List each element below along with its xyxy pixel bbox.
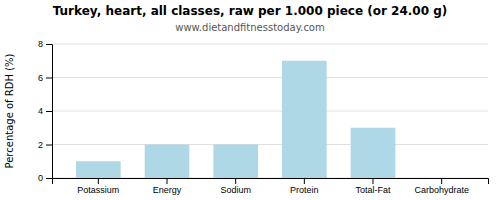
grid-line: [52, 44, 488, 45]
grid: [52, 44, 488, 178]
tick: 8: [38, 39, 52, 49]
tick-label: Protein: [290, 185, 319, 195]
x-axis: Potassium Energy Sodium Protein Total-Fat Car…: [53, 178, 489, 195]
tick: Sodium: [220, 178, 251, 195]
bar: [213, 145, 258, 179]
grid-line: [52, 144, 488, 145]
tick-mark: [304, 178, 305, 184]
tick: Potassium: [77, 178, 119, 195]
tick: 2: [38, 140, 52, 150]
tick: 6: [38, 73, 52, 83]
tick-mark: [441, 178, 442, 184]
tick-label: 4: [38, 106, 43, 116]
tick-mark: [167, 178, 168, 184]
plot: 0 2 4 6 8 Potassium Energy Sodium Protein Total-F…: [38, 39, 489, 195]
bar: [76, 161, 121, 178]
tick-mark: [235, 178, 236, 184]
chart: Turkey, heart, all classes, raw per 1.00…: [0, 0, 500, 200]
y-axis-title: Percentage of RDH (%): [4, 53, 15, 168]
axis-line: [46, 45, 53, 179]
tick: 4: [38, 106, 52, 116]
tick-label: 6: [38, 73, 43, 83]
title: Turkey, heart, all classes, raw per 1.00…: [53, 4, 448, 18]
tick-label: Energy: [153, 185, 182, 195]
bar: [145, 145, 190, 179]
tick-mark: [46, 78, 52, 79]
tick-label: Total-Fat: [355, 185, 391, 195]
tick-label: 2: [38, 140, 43, 150]
subtitle: www.dietandfitnesstoday.com: [175, 22, 324, 33]
tick: Energy: [153, 178, 182, 195]
tick-label: Sodium: [220, 185, 251, 195]
tick: Carbohydrate: [414, 178, 469, 195]
tick-mark: [46, 44, 52, 45]
grid-line: [52, 111, 488, 112]
bars: [76, 61, 395, 178]
tick: Total-Fat: [355, 178, 391, 195]
tick-label: Potassium: [77, 185, 119, 195]
tick: Protein: [290, 178, 319, 195]
tick-mark: [46, 178, 52, 179]
tick-mark: [46, 111, 52, 112]
tick-mark: [46, 145, 52, 146]
y-axis: 0 2 4 6 8: [38, 39, 53, 183]
tick-mark: [98, 178, 99, 184]
axis-line: [53, 179, 489, 185]
tick-label: Carbohydrate: [414, 185, 469, 195]
bar: [282, 61, 327, 178]
grid-line: [52, 77, 488, 78]
bar: [419, 178, 464, 179]
bar: [351, 128, 396, 178]
tick-label: 8: [38, 39, 43, 49]
tick: 0: [38, 173, 52, 183]
tick-mark: [372, 178, 373, 184]
tick-label: 0: [38, 173, 43, 183]
